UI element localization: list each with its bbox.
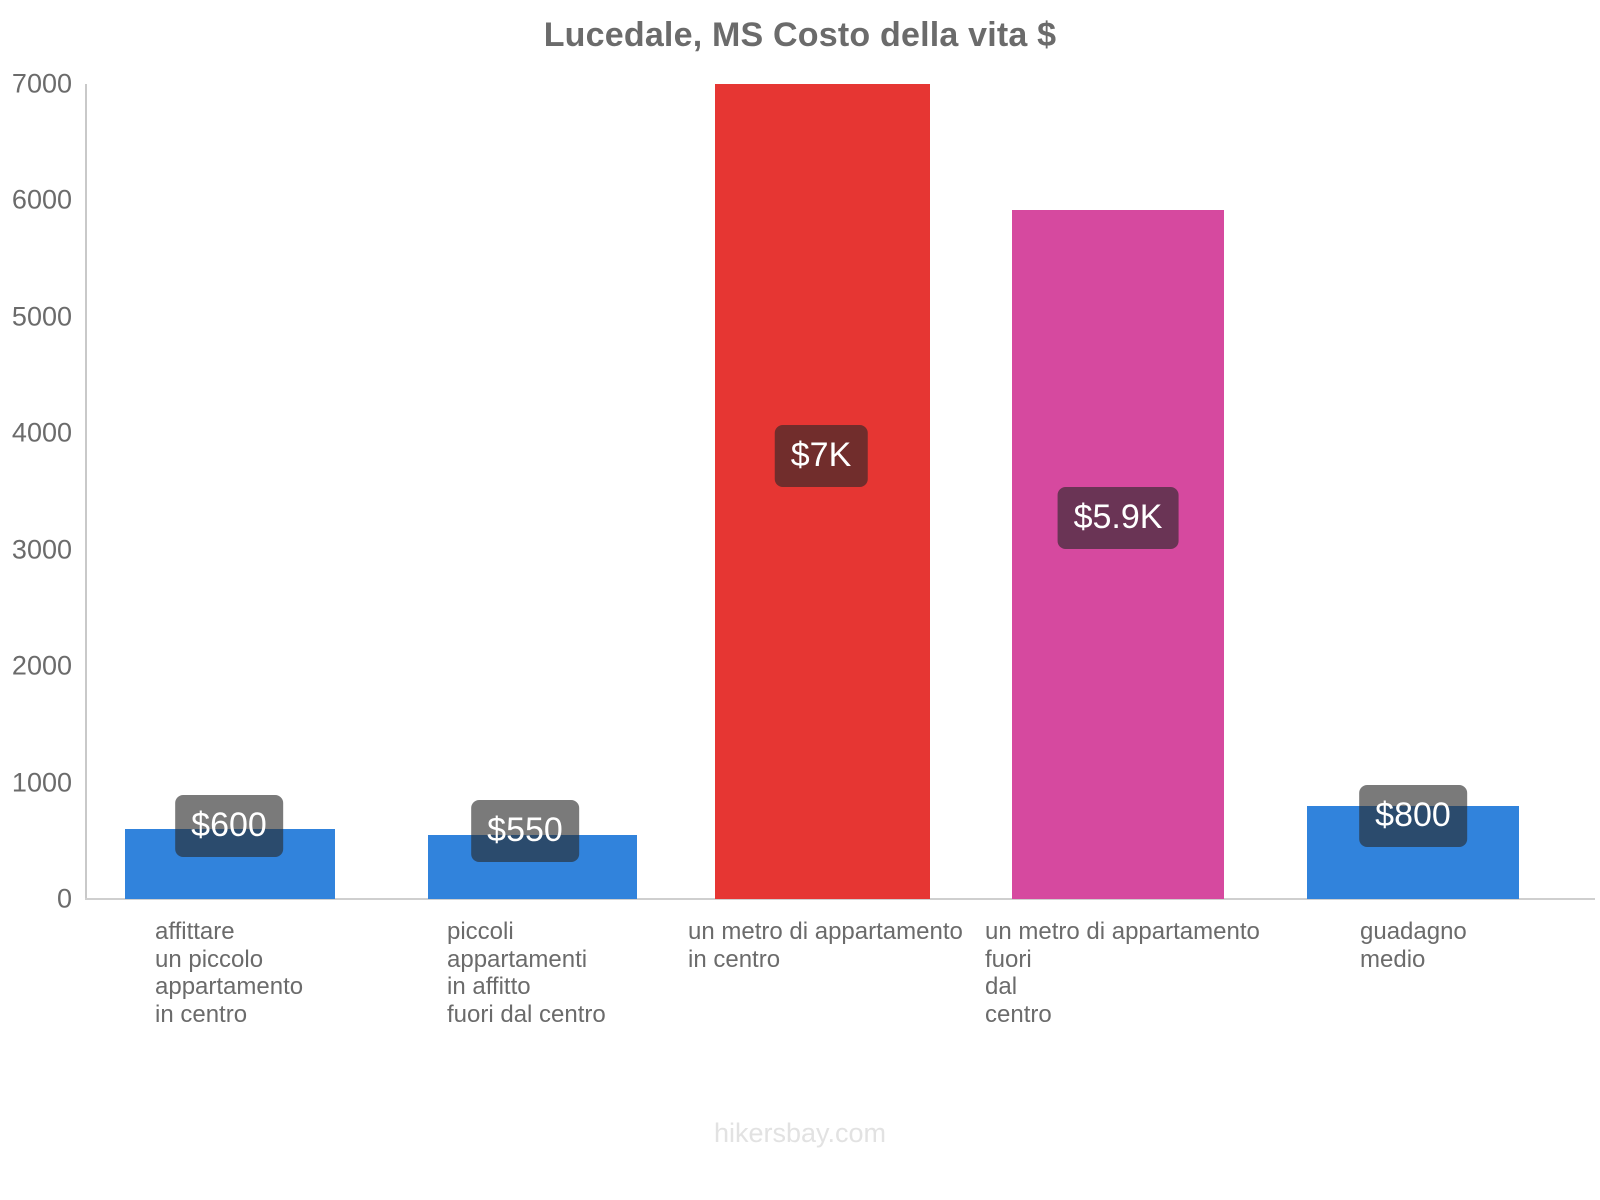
bar-value-label: $5.9K [1057,487,1179,549]
bar[interactable] [1012,209,1224,899]
bar[interactable] [715,84,930,899]
bar-value-label: $7K [774,425,868,487]
bar-value-label: $800 [1359,785,1467,847]
bar-value-label: $600 [175,795,283,857]
y-axis-tick-label: 0 [56,883,72,914]
x-axis-category-label: un metro di appartamento in centro [688,918,963,973]
y-axis-tick-label: 7000 [11,68,72,99]
y-axis-tick-label: 2000 [11,650,72,681]
x-axis-baseline [85,898,1595,900]
y-axis-tick-label: 6000 [11,184,72,215]
page-title: Lucedale, MS Costo della vita $ [543,16,1057,54]
x-axis-category-label: guadagno medio [1360,918,1467,973]
y-axis-tick-label: 5000 [11,301,72,332]
y-axis-tick-label: 1000 [11,767,72,798]
x-axis-category-label: piccoli appartamenti in affitto fuori da… [447,918,606,1028]
y-axis-line [85,84,87,900]
y-axis-tick-label: 3000 [11,534,72,565]
bar-value-label: $550 [471,800,579,862]
y-axis-tick-label: 4000 [11,417,72,448]
x-axis-category-label: un metro di appartamento fuori dal centr… [985,918,1260,1028]
x-axis-category-label: affittare un piccolo appartamento in cen… [155,918,304,1028]
watermark: hikersbay.com [713,1118,887,1148]
